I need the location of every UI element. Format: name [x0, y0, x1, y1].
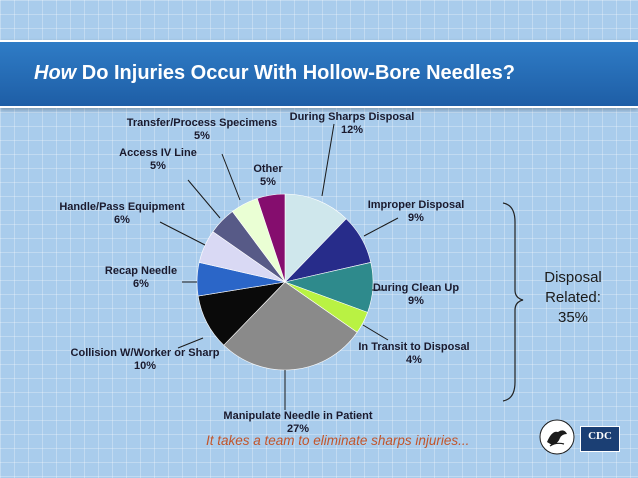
slice-percent-label: 9% [408, 212, 424, 224]
leader-line [221, 153, 241, 201]
slice-percent-label: 12% [341, 124, 363, 136]
slice-percent-label: 5% [194, 130, 210, 142]
slice-percent-label: 10% [134, 360, 156, 372]
bracket-line-1: Disposal [544, 269, 602, 286]
slice-label: Handle/Pass Equipment [59, 201, 185, 213]
slice-label: During Clean Up [373, 282, 459, 294]
leader-line [177, 337, 204, 349]
slice-percent-label: 6% [114, 214, 130, 226]
slice-label: In Transit to Disposal [358, 341, 469, 353]
slice-label: Improper Disposal [368, 199, 465, 211]
leader-line [363, 217, 399, 237]
leader-line [362, 324, 389, 341]
slice-label: During Sharps Disposal [290, 111, 415, 123]
slice-percent-label: 4% [406, 354, 422, 366]
hhs-seal-icon [539, 419, 575, 455]
leader-lines [159, 123, 399, 410]
slice-label: Other [253, 163, 283, 175]
pie-slice [256, 193, 286, 283]
leader-line [321, 123, 335, 197]
slice-label: Transfer/Process Specimens [127, 117, 277, 129]
cdc-logo-text: CDC [588, 430, 612, 442]
disposal-related-label: Disposal Related: 35% [538, 268, 608, 328]
slice-percent-label: 9% [408, 295, 424, 307]
slice-percent-label: 6% [133, 278, 149, 290]
pie-slice [284, 193, 347, 283]
slice-label: Recap Needle [105, 265, 177, 277]
bracket-line-2: Related: [545, 289, 601, 306]
title-emphasis: How [34, 62, 77, 84]
disposal-bracket [502, 202, 524, 402]
title-text: Do Injuries Occur With Hollow-Bore Needl… [76, 62, 515, 84]
slice-percent-label: 27% [287, 423, 309, 435]
title-banner: How Do Injuries Occur With Hollow-Bore N… [0, 40, 638, 108]
cdc-logo: CDC [580, 426, 620, 452]
slice-percent-label: 5% [260, 176, 276, 188]
slice-label: Manipulate Needle in Patient [223, 410, 372, 422]
leader-line [159, 221, 206, 246]
tagline: It takes a team to eliminate sharps inju… [206, 433, 470, 448]
slice-label: Access IV Line [119, 147, 197, 159]
slice-percent-label: 5% [150, 160, 166, 172]
slice-label: Collision W/Worker or Sharp [71, 347, 220, 359]
pie-slice [223, 281, 358, 371]
bracket-line-3: 35% [557, 309, 589, 326]
pie-slices [196, 193, 374, 371]
page-title: How Do Injuries Occur With Hollow-Bore N… [34, 62, 515, 85]
leader-line [187, 179, 221, 219]
